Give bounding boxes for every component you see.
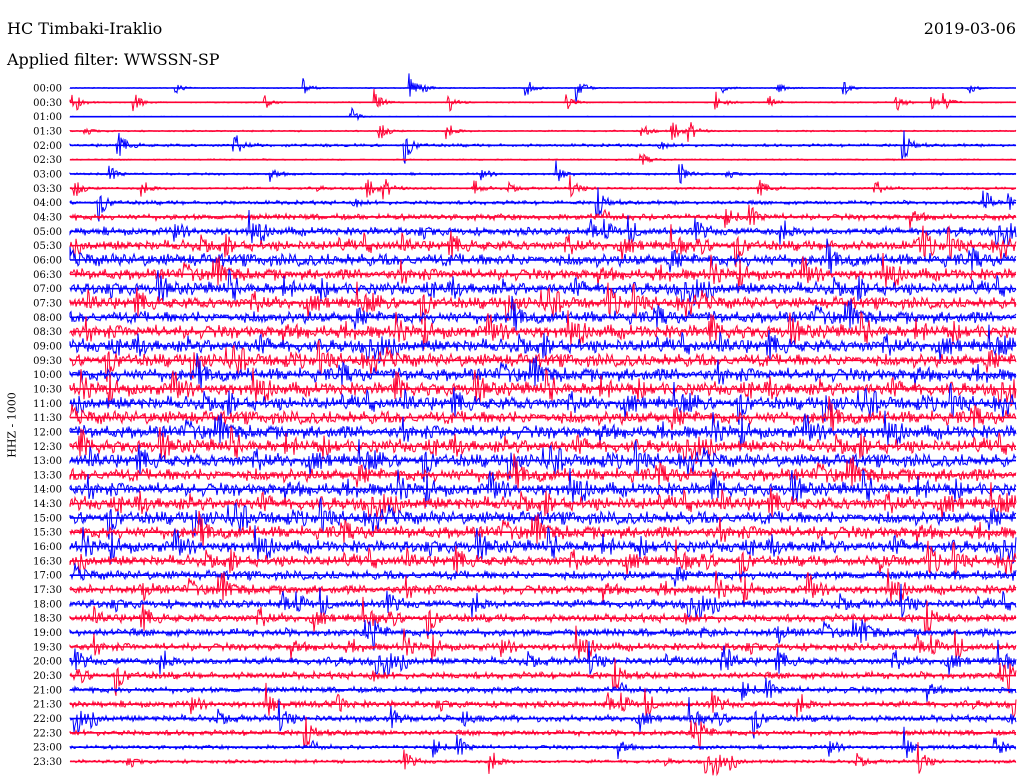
hour-tick-label: 16:30 (33, 556, 62, 567)
trace-row (69, 310, 1017, 350)
hour-tick-label: 04:00 (33, 198, 62, 209)
hour-tick-label: 12:30 (33, 442, 62, 453)
hour-tick-label: 16:00 (33, 542, 62, 553)
hour-tick-label: 14:30 (33, 499, 62, 510)
trace-row (69, 381, 1017, 425)
hour-tick-label: 23:00 (33, 743, 62, 754)
hour-tick-labels: 00:00 00:30 01:00 01:30 02:00 02:30 03:00 03:30… (33, 84, 62, 769)
hour-tick-label: 06:30 (33, 270, 62, 281)
trace-row (69, 295, 1017, 332)
hour-tick-label: 05:30 (33, 241, 62, 252)
trace-row (69, 639, 1017, 678)
trace-row (69, 467, 1017, 507)
trace-row (69, 726, 1017, 760)
hour-tick-label: 13:00 (33, 456, 62, 467)
hour-tick-label: 23:30 (33, 757, 62, 768)
trace-row (69, 525, 1017, 565)
hour-tick-label: 17:30 (33, 585, 62, 596)
trace-row (69, 160, 1017, 185)
trace-row (69, 716, 1017, 750)
trace-row (69, 252, 1017, 292)
filter-label: Applied filter: WWSSN-SP (7, 50, 220, 69)
hour-tick-label: 10:00 (33, 370, 62, 381)
trace-row (69, 130, 1017, 164)
trace-row (69, 619, 1017, 651)
trace-row (69, 410, 1017, 450)
trace-row (69, 269, 1017, 307)
seismic-traces (69, 73, 1017, 777)
hour-tick-label: 00:30 (33, 98, 62, 109)
hour-tick-label: 04:30 (33, 212, 62, 223)
trace-row (69, 625, 1017, 663)
hour-tick-label: 21:30 (33, 700, 62, 711)
hour-tick-label: 05:00 (33, 227, 62, 238)
hour-tick-label: 06:00 (33, 255, 62, 266)
hour-tick-label: 12:00 (33, 427, 62, 438)
trace-row (69, 353, 1017, 390)
hour-tick-label: 21:00 (33, 685, 62, 696)
trace-row (69, 539, 1017, 583)
trace-row (69, 88, 1017, 112)
hour-tick-label: 02:00 (33, 141, 62, 152)
trace-row (69, 658, 1017, 696)
hour-tick-label: 13:30 (33, 470, 62, 481)
hour-tick-label: 22:00 (33, 714, 62, 725)
hour-tick-label: 01:00 (33, 112, 62, 123)
trace-row (69, 175, 1017, 200)
hour-tick-label: 18:30 (33, 614, 62, 625)
hour-tick-label: 08:30 (33, 327, 62, 338)
hour-tick-label: 09:30 (33, 356, 62, 367)
hour-tick-label: 22:30 (33, 728, 62, 739)
hour-tick-label: 10:30 (33, 384, 62, 395)
trace-row (69, 106, 1016, 122)
hour-tick-label: 01:30 (33, 126, 62, 137)
hour-tick-label: 18:00 (33, 599, 62, 610)
hour-tick-label: 00:00 (33, 84, 62, 95)
station-title: HC Timbaki-Iraklio (7, 19, 163, 38)
record-date: 2019-03-06 (923, 19, 1016, 38)
trace-row (69, 122, 1017, 142)
trace-row (69, 324, 1017, 365)
trace-row (69, 367, 1017, 408)
hour-tick-label: 09:00 (33, 341, 62, 352)
hour-tick-label: 07:30 (33, 298, 62, 309)
hour-tick-label: 03:30 (33, 184, 62, 195)
hour-tick-label: 07:00 (33, 284, 62, 295)
hour-tick-label: 19:30 (33, 642, 62, 653)
trace-row (69, 439, 1017, 483)
hour-tick-label: 15:00 (33, 513, 62, 524)
trace-row (69, 453, 1017, 490)
hour-tick-label: 19:00 (33, 628, 62, 639)
hour-tick-label: 15:30 (33, 528, 62, 539)
hour-tick-label: 11:30 (33, 413, 62, 424)
hour-tick-label: 02:30 (33, 155, 62, 166)
hour-tick-label: 20:00 (33, 657, 62, 668)
hour-tick-label: 17:00 (33, 571, 62, 582)
hour-tick-label: 08:00 (33, 313, 62, 324)
hour-tick-label: 03:00 (33, 169, 62, 180)
hour-tick-label: 20:30 (33, 671, 62, 682)
hour-tick-label: 11:00 (33, 399, 62, 410)
hour-tick-label: 14:00 (33, 485, 62, 496)
